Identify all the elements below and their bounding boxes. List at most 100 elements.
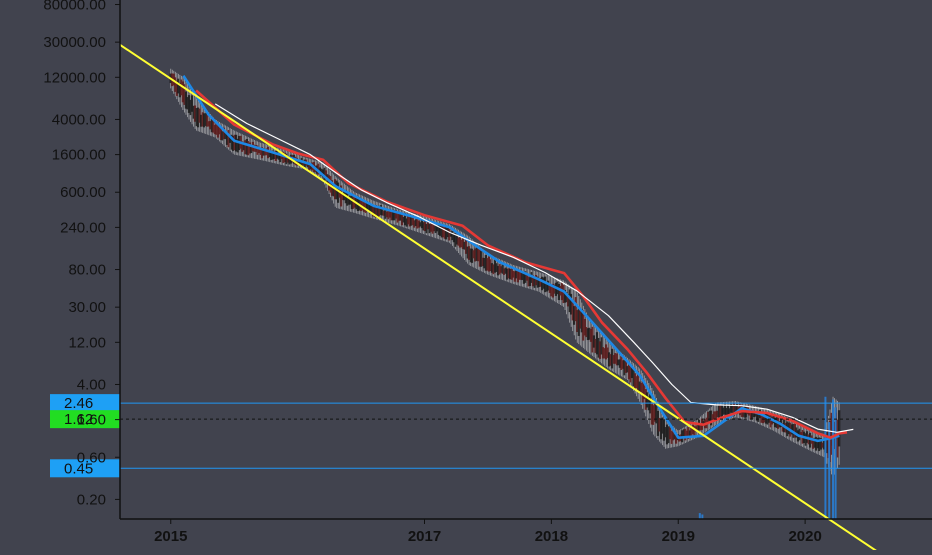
x-tick-label: 2017 bbox=[408, 528, 441, 545]
candle-body bbox=[525, 273, 529, 281]
candle-body bbox=[836, 419, 839, 458]
candle-body bbox=[809, 432, 812, 448]
candle-body bbox=[640, 382, 643, 393]
candle-body bbox=[186, 97, 189, 110]
hline-label-2.46: 2.46 bbox=[64, 395, 93, 412]
candle-body bbox=[451, 230, 454, 241]
candle-body bbox=[432, 225, 436, 232]
candle-body bbox=[536, 276, 539, 288]
candle-body bbox=[332, 183, 335, 197]
candle-body bbox=[524, 271, 527, 283]
y-tick-label: 4.00 bbox=[77, 376, 106, 393]
candle-body bbox=[629, 363, 632, 383]
candle-body bbox=[650, 404, 654, 425]
candle-body bbox=[812, 438, 815, 449]
candle-body bbox=[212, 120, 215, 133]
candle-body bbox=[368, 203, 372, 214]
candle-body bbox=[601, 347, 605, 359]
candle-body bbox=[763, 414, 766, 423]
candle-body bbox=[411, 217, 415, 226]
candle-body bbox=[623, 360, 626, 376]
candle-body bbox=[617, 359, 620, 366]
x-tick-label: 2015 bbox=[154, 528, 187, 545]
candle-body bbox=[414, 219, 418, 227]
candle-body bbox=[594, 338, 597, 353]
candle-body bbox=[484, 255, 488, 271]
candle-body bbox=[652, 405, 655, 425]
candle-body bbox=[431, 223, 434, 234]
candle-body bbox=[702, 420, 705, 427]
candle-body bbox=[694, 426, 698, 432]
candle-body bbox=[471, 248, 474, 263]
candle-body bbox=[327, 175, 331, 191]
candle-body bbox=[425, 223, 428, 234]
candle-body bbox=[595, 332, 599, 355]
candle-body bbox=[440, 224, 443, 238]
candle-body bbox=[574, 297, 577, 322]
candle-body bbox=[463, 241, 466, 250]
candle-body bbox=[585, 327, 588, 338]
candle-body bbox=[391, 209, 395, 221]
candle-body bbox=[309, 164, 313, 170]
candle-body bbox=[257, 148, 261, 154]
candle-body bbox=[233, 134, 236, 151]
candle-body bbox=[706, 411, 710, 424]
candle-body bbox=[735, 404, 739, 415]
candle-body bbox=[504, 267, 507, 274]
y-tick-label: 0.60 bbox=[77, 449, 106, 466]
candle-body bbox=[417, 220, 421, 228]
candle-body bbox=[390, 211, 393, 221]
candle-body bbox=[691, 424, 695, 435]
candle-body bbox=[742, 409, 745, 417]
candle-body bbox=[659, 418, 663, 440]
candle-body bbox=[804, 433, 807, 446]
candle-body bbox=[466, 246, 469, 259]
candle-body bbox=[460, 239, 463, 248]
candle-body bbox=[180, 79, 183, 96]
candle-body bbox=[174, 77, 177, 92]
candle-body bbox=[781, 423, 784, 432]
candle-body bbox=[714, 411, 718, 420]
candle-body bbox=[277, 154, 281, 160]
candle-body bbox=[452, 234, 456, 243]
candle-body bbox=[825, 431, 829, 454]
hline-label-1.62: 1.62 bbox=[64, 411, 93, 428]
candle-body bbox=[708, 410, 711, 424]
candle-body bbox=[551, 283, 555, 298]
candle-body bbox=[641, 378, 644, 403]
candle-body bbox=[510, 267, 513, 280]
candle-body bbox=[711, 414, 714, 421]
candle-body bbox=[222, 127, 226, 139]
candle-body bbox=[306, 162, 309, 168]
candle-body bbox=[717, 405, 721, 418]
candle-body bbox=[435, 226, 439, 232]
candle-body bbox=[263, 149, 267, 156]
candle-body bbox=[321, 169, 325, 178]
candle-body bbox=[554, 282, 558, 296]
candle-body bbox=[635, 376, 638, 389]
candle-body bbox=[644, 389, 647, 410]
hline-label-0.45: 0.45 bbox=[64, 460, 93, 477]
candle-body bbox=[340, 185, 343, 207]
candle-body bbox=[475, 246, 478, 261]
candle-body bbox=[632, 368, 635, 387]
candle-body bbox=[426, 220, 430, 230]
y-tick-label: 80000.00 bbox=[43, 0, 106, 14]
candle-body bbox=[716, 410, 719, 418]
candle-body bbox=[218, 126, 221, 135]
candle-body bbox=[270, 150, 273, 160]
candle-body bbox=[364, 201, 367, 213]
candle-body bbox=[693, 425, 696, 437]
candle-body bbox=[819, 438, 823, 450]
candle-body bbox=[490, 263, 494, 273]
candle-body bbox=[317, 163, 320, 175]
x-tick-label: 2020 bbox=[788, 528, 821, 545]
y-tick-label: 12000.00 bbox=[43, 69, 106, 86]
candle-body bbox=[461, 238, 465, 249]
candle-body bbox=[206, 114, 209, 127]
candle-body bbox=[294, 156, 297, 166]
candle-body bbox=[445, 226, 448, 240]
candle-body bbox=[225, 133, 229, 145]
candle-body bbox=[193, 105, 197, 122]
